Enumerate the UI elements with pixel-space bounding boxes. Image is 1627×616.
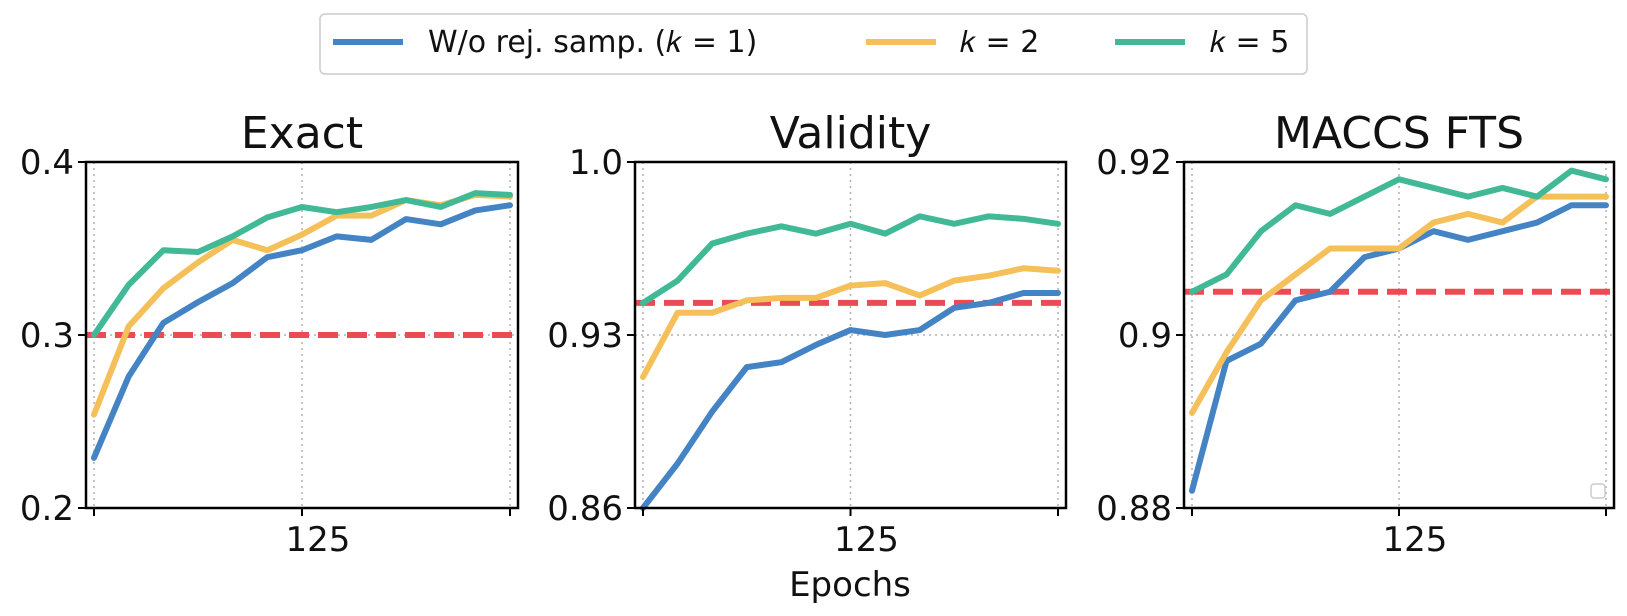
x-tick-label: 125	[834, 520, 899, 560]
subplot-validity: 0.86 0.93 1.0 125 Validity	[547, 108, 1068, 560]
x-axis-label: Epochs	[789, 565, 911, 605]
y-tick-label: 0.86	[547, 489, 623, 529]
y-tick-label: 0.93	[547, 316, 623, 356]
series-line-k5	[91, 190, 513, 338]
y-tick-label: 0.4	[20, 143, 74, 183]
series-line-k2	[91, 191, 513, 418]
series-line-k1	[91, 202, 513, 461]
y-tick-label: 0.9	[1118, 316, 1172, 356]
series-line-k5	[640, 213, 1061, 306]
x-tick-label: 125	[286, 520, 351, 560]
y-tick-label: 1.0	[569, 143, 623, 183]
y-tick-label: 0.88	[1096, 489, 1172, 529]
legend-label-k5: 𝑘 = 5	[1210, 25, 1289, 60]
subplot-title: MACCS FTS	[1274, 108, 1524, 159]
legend-label-k2: 𝑘 = 2	[960, 25, 1039, 60]
y-tick-label: 0.92	[1096, 143, 1172, 183]
y-tick-label: 0.3	[20, 316, 74, 356]
series-line-k1	[640, 289, 1061, 511]
subplot-title: Exact	[241, 108, 363, 159]
legend-label-k1: W/o rej. samp. (𝑘 = 1)	[428, 25, 757, 60]
series-line-k2	[640, 265, 1061, 381]
subplot-maccs-fts: 0.88 0.9 0.92 125 MACCS FTS	[1096, 108, 1616, 560]
legend-frame	[319, 13, 1308, 75]
subplot-title: Validity	[770, 108, 932, 159]
y-tick-label: 0.2	[20, 489, 74, 529]
x-tick-label: 125	[1383, 520, 1448, 560]
legend: W/o rej. samp. (𝑘 = 1) 𝑘 = 2 𝑘 = 5	[319, 13, 1308, 75]
subplot-exact: 0.2 0.3 0.4 125 Exact	[20, 108, 520, 560]
empty-legend-marker	[1590, 483, 1606, 499]
series-line-k5	[1189, 167, 1609, 295]
